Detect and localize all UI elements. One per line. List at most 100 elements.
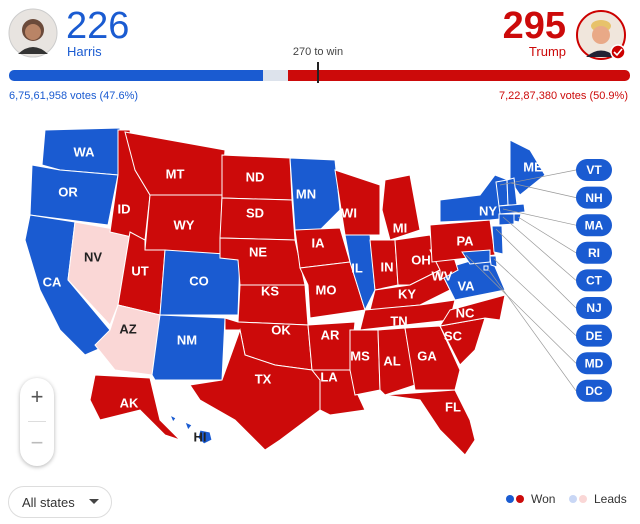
state-label: RI [588, 246, 600, 260]
state-label: ID [118, 201, 131, 216]
filter-label: All states [22, 495, 75, 510]
state-shape [184, 421, 193, 431]
state-label: FL [445, 399, 461, 414]
state-label: NM [177, 332, 197, 347]
trump-electoral-votes: 295 [502, 5, 566, 47]
state-labels: WA OR CA NV ID MT WY UT AZ CO NM ND SD NE KS OK TX MN IA MO… [43, 144, 612, 444]
trump-name: Trump [528, 44, 566, 59]
state-pill [576, 297, 612, 319]
state-label: DC [585, 384, 603, 398]
state-label: MI [393, 220, 407, 235]
state-label: SD [246, 205, 264, 220]
state-label: WA [74, 144, 96, 159]
state-label: DE [586, 329, 603, 343]
state-label: LA [320, 369, 338, 384]
state-label: AR [321, 327, 340, 342]
state-shape [498, 213, 515, 226]
state-label: AL [383, 353, 400, 368]
state-label: NV [84, 249, 102, 264]
state-shape [169, 413, 177, 423]
state-shape [151, 314, 226, 381]
state-pill [576, 379, 612, 402]
state-shape [384, 389, 476, 456]
state-shape [344, 234, 376, 312]
state-shape [381, 174, 421, 241]
state-label: NE [249, 244, 267, 259]
state-label: AZ [119, 321, 136, 336]
harris-name: Harris [67, 44, 102, 59]
state-pill [576, 269, 612, 292]
state-label: NJ [586, 301, 601, 315]
state-label: WY [174, 217, 195, 232]
state-label: WI [341, 205, 357, 220]
state-label: VT [586, 163, 602, 177]
state-shape [498, 203, 526, 215]
state-shape [299, 261, 366, 319]
harris-electoral-votes: 226 [66, 5, 130, 47]
state-label: MA [585, 218, 604, 232]
leader-line [487, 268, 577, 392]
state-label: NC [456, 305, 475, 320]
state-pill [576, 186, 612, 209]
state-label: MN [296, 186, 316, 201]
state-label: HI [194, 429, 207, 444]
state-label: OR [58, 184, 78, 199]
leader-line [465, 254, 577, 364]
leader-line [493, 258, 577, 336]
state-label: MD [585, 356, 604, 370]
state-label: MT [166, 166, 185, 181]
state-label: UT [131, 263, 148, 278]
trump-bar [288, 70, 630, 81]
state-label: CO [189, 273, 209, 288]
state-shape [489, 255, 498, 268]
state-pill [576, 352, 612, 375]
leader-line [502, 216, 577, 281]
state-pill [576, 159, 612, 181]
state-label: PA [456, 233, 474, 248]
leader-line [499, 169, 577, 186]
state-label: MS [350, 348, 370, 363]
state-shape [89, 374, 181, 441]
state-label: WV [432, 268, 453, 283]
state-shape [289, 157, 341, 231]
state-label: ME [523, 159, 543, 174]
zoom-out[interactable]: − [30, 430, 44, 455]
state-label: IL [351, 260, 363, 275]
state-label: ND [246, 169, 265, 184]
zoom-control: + − [20, 378, 54, 466]
state-label: VA [457, 278, 475, 293]
states [24, 127, 546, 456]
state-shape [334, 169, 381, 236]
remaining-bar [263, 70, 293, 81]
state-label: OK [271, 322, 291, 337]
state-label: CA [43, 274, 62, 289]
zoom-in[interactable]: + [30, 384, 44, 409]
state-shape [349, 329, 381, 396]
state-label: KS [261, 283, 279, 298]
state-label: CT [586, 274, 603, 288]
state-label: MO [316, 282, 337, 297]
state-pill [576, 241, 612, 264]
state-label: OH [411, 252, 431, 267]
state-shape [483, 265, 489, 271]
leader-line [495, 228, 577, 309]
state-label: IA [312, 235, 326, 250]
state-label: GA [417, 348, 437, 363]
harris-votes: 6,75,61,958 votes (47.6%) [9, 90, 139, 102]
state-label: AK [120, 395, 139, 410]
leader-line [510, 182, 577, 198]
state-shape [404, 325, 461, 391]
leader-line [502, 208, 577, 226]
state-pill [576, 214, 612, 237]
state-filter[interactable]: All states [8, 486, 112, 518]
legend-won: Won [531, 492, 555, 506]
legend-leads: Leads [594, 492, 627, 506]
state-shape [29, 164, 119, 226]
state-label: TN [390, 313, 407, 328]
state-label: SC [444, 328, 463, 343]
state-pill [576, 324, 612, 347]
state-shape [377, 327, 416, 396]
state-label: NY [479, 203, 497, 218]
leader-line [517, 216, 577, 254]
